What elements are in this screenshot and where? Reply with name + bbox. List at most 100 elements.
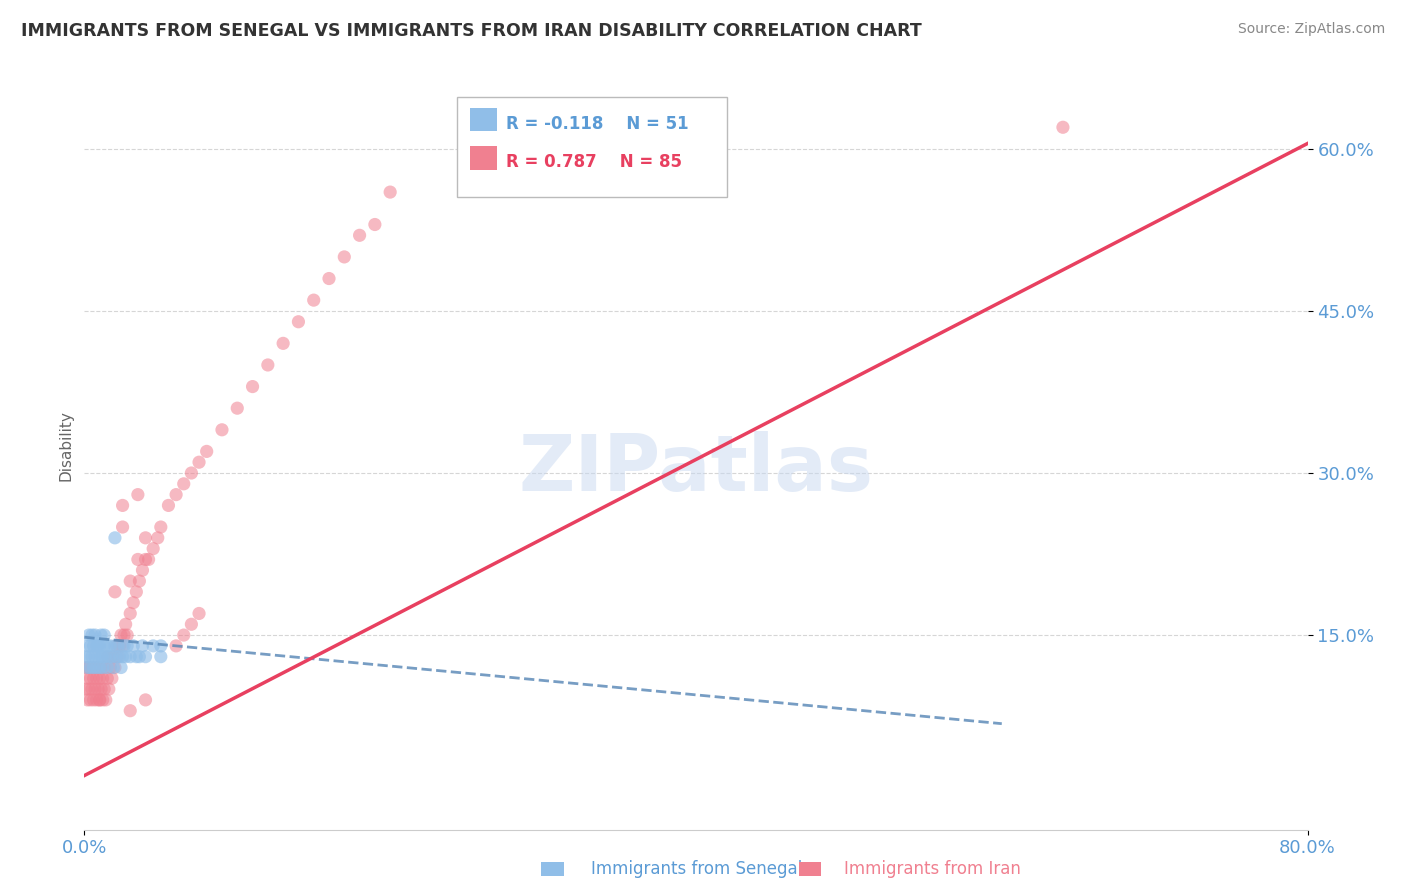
Point [149, 639, 172, 653]
Point [271, 336, 294, 351]
Point [103, 649, 125, 664]
Point [87, 639, 110, 653]
FancyBboxPatch shape [457, 97, 727, 197]
Point [131, 563, 153, 577]
Point [108, 639, 131, 653]
Point [125, 649, 148, 664]
Point [111, 649, 134, 664]
Point [98, 660, 121, 674]
Point [84, 660, 107, 674]
Point [86, 671, 108, 685]
Point [302, 293, 325, 307]
Point [89, 671, 111, 685]
Point [115, 639, 138, 653]
Point [364, 218, 387, 232]
Point [142, 541, 165, 556]
Point [104, 585, 127, 599]
Point [173, 628, 195, 642]
Point [77, 649, 100, 664]
Point [86, 660, 108, 674]
Point [86, 693, 108, 707]
Point [80, 682, 103, 697]
Point [90, 682, 112, 697]
Point [77, 682, 100, 697]
Point [188, 607, 211, 621]
Point [149, 520, 172, 534]
Point [333, 250, 356, 264]
Point [110, 660, 132, 674]
Text: Immigrants from Iran: Immigrants from Iran [844, 860, 1021, 878]
Point [101, 671, 124, 685]
Point [107, 639, 129, 653]
Point [91, 660, 114, 674]
Point [80, 649, 103, 664]
Point [128, 574, 150, 588]
Point [111, 520, 134, 534]
Point [104, 531, 127, 545]
Point [103, 660, 125, 674]
Point [96, 639, 118, 653]
Point [76, 639, 98, 653]
Point [90, 628, 112, 642]
Point [120, 649, 142, 664]
Point [105, 649, 128, 664]
Point [79, 693, 101, 707]
Point [138, 552, 160, 566]
Point [165, 639, 187, 653]
Point [84, 628, 107, 642]
Text: Source: ZipAtlas.com: Source: ZipAtlas.com [1237, 22, 1385, 37]
Text: R = -0.118    N = 51: R = -0.118 N = 51 [506, 115, 689, 133]
Y-axis label: Disability: Disability [58, 410, 73, 482]
Point [76, 693, 98, 707]
Point [75, 649, 97, 664]
Point [86, 639, 108, 653]
Point [173, 476, 195, 491]
Point [349, 228, 371, 243]
Point [94, 693, 117, 707]
Point [188, 455, 211, 469]
Point [89, 660, 111, 674]
Point [135, 693, 157, 707]
Point [257, 358, 280, 372]
Point [79, 671, 101, 685]
Point [127, 488, 149, 502]
Point [149, 649, 172, 664]
Point [114, 617, 136, 632]
Point [287, 315, 309, 329]
Text: ZIPatlas: ZIPatlas [519, 431, 873, 507]
Point [84, 682, 107, 697]
Bar [470, 146, 496, 169]
Point [83, 639, 105, 653]
Point [127, 552, 149, 566]
Point [165, 488, 187, 502]
Point [80, 660, 103, 674]
Point [89, 693, 111, 707]
Point [180, 617, 202, 632]
Point [77, 628, 100, 642]
Point [75, 660, 97, 674]
Point [90, 649, 112, 664]
Point [75, 682, 97, 697]
Point [98, 639, 121, 653]
Point [122, 596, 145, 610]
Point [79, 660, 101, 674]
Point [83, 671, 105, 685]
Point [110, 628, 132, 642]
Point [79, 639, 101, 653]
Point [84, 649, 107, 664]
Point [108, 649, 131, 664]
Point [90, 660, 112, 674]
Point [142, 639, 165, 653]
Point [93, 639, 115, 653]
Point [131, 639, 153, 653]
Point [195, 444, 218, 458]
Point [380, 185, 402, 199]
Point [226, 401, 249, 416]
Text: R = 0.787    N = 85: R = 0.787 N = 85 [506, 153, 682, 171]
Point [105, 639, 128, 653]
Point [180, 466, 202, 480]
Point [115, 628, 138, 642]
Point [135, 649, 157, 664]
Point [114, 649, 136, 664]
Point [76, 660, 98, 674]
